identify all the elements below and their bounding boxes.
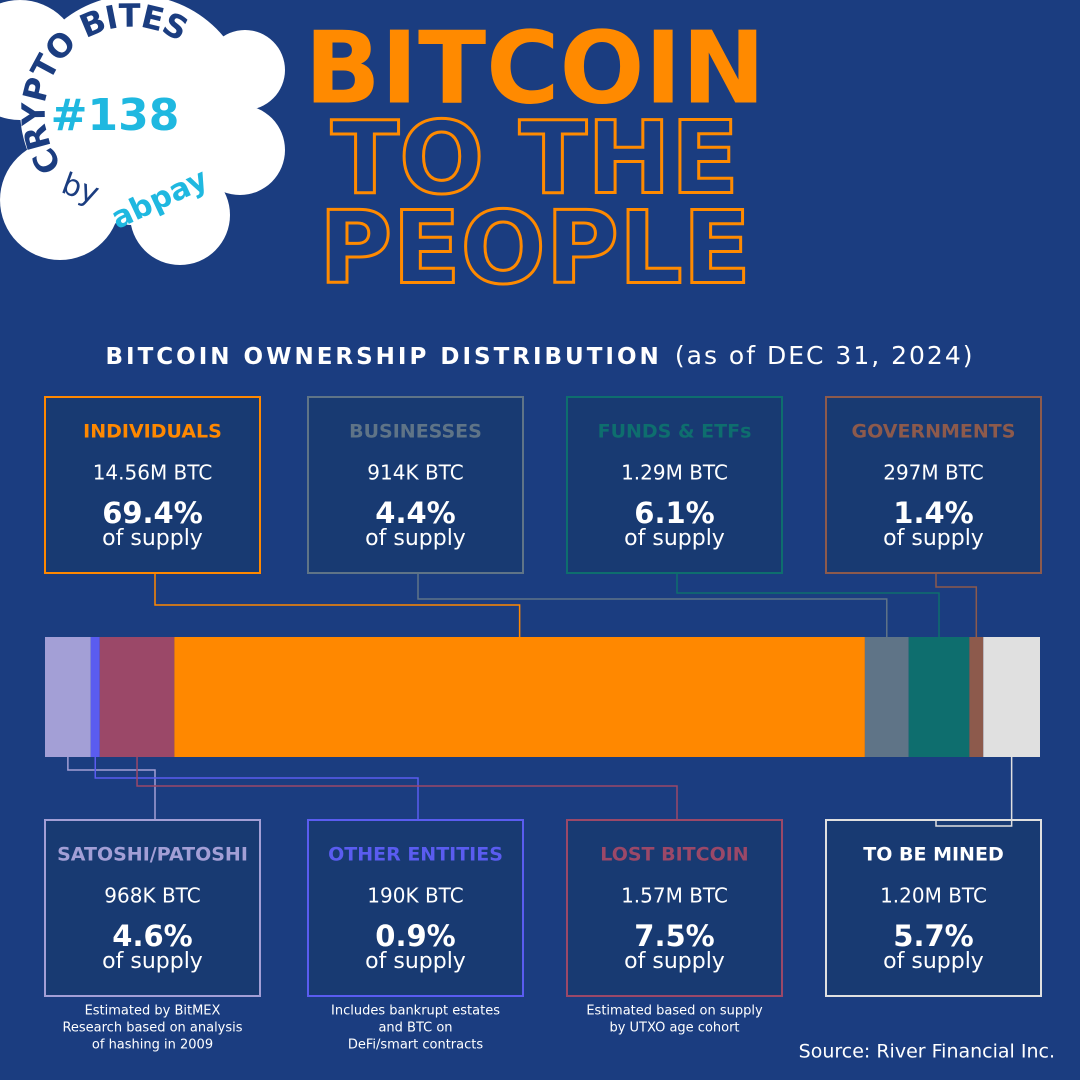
bar-segment [864,637,909,757]
connector [67,757,156,820]
btc-amount: 968K BTC [104,884,200,908]
note: Includes bankrupt estates [331,1004,500,1019]
percent-label: 6.1% [634,496,714,530]
category-box [566,396,783,574]
btc-amount: 914K BTC [367,461,463,485]
category-box [307,396,524,574]
note: and BTC on [378,1021,452,1036]
connector [136,757,678,820]
unit-label: of supply [883,526,984,551]
connector [94,757,419,820]
note: DeFi/smart contracts [348,1038,484,1053]
category-name: TO BE MINED [863,844,1003,866]
category-name: INDIVIDUALS [83,421,222,443]
bar-segment [90,637,100,757]
percent-label: 4.4% [375,496,455,530]
title-line: BITCOIN [305,9,766,126]
btc-amount: 190K BTC [367,884,463,908]
percent-label: 0.9% [375,919,455,953]
unit-label: of supply [365,526,466,551]
connector [935,573,978,637]
badge-number: #138 [51,90,180,141]
title-outline: TO THE [331,99,739,216]
connector [676,573,940,637]
source: Source: River Financial Inc. [799,1041,1055,1063]
connector [417,573,888,637]
chart-subtitle: (as of DEC 31, 2024) [675,341,975,370]
unit-label: of supply [102,949,203,974]
category-box [825,819,1042,997]
category-box [44,819,261,997]
connector [935,757,1013,827]
percent-label: 5.7% [893,919,973,953]
category-box [307,819,524,997]
category-box [566,819,783,997]
connector [154,573,521,637]
percent-label: 1.4% [893,496,973,530]
title-outline: PEOPLE [319,189,751,306]
btc-amount: 1.57M BTC [621,884,728,908]
bar-segment [983,637,1040,757]
note: Research based on analysis [62,1021,242,1036]
percent-label: 7.5% [634,919,714,953]
unit-label: of supply [365,949,466,974]
percent-label: 69.4% [102,496,203,530]
btc-amount: 297M BTC [883,461,984,485]
percent-label: 4.6% [112,919,192,953]
btc-amount: 1.29M BTC [621,461,728,485]
category-name: FUNDS & ETFs [598,421,752,443]
note: of hashing in 2009 [92,1038,213,1053]
chart-title: BITCOIN OWNERSHIP DISTRIBUTION [106,344,662,370]
category-name: OTHER ENTITIES [328,844,503,866]
bar-segment [174,637,865,757]
bar-segment [908,637,970,757]
note: Estimated based on supply [586,1004,763,1019]
bar-segment [45,637,91,757]
note: Estimated by BitMEX [85,1004,221,1019]
category-name: BUSINESSES [349,421,482,443]
category-name: SATOSHI/PATOSHI [57,844,248,866]
note: by UTXO age cohort [609,1021,739,1036]
category-name: LOST BITCOIN [600,844,748,866]
unit-label: of supply [102,526,203,551]
category-box [825,396,1042,574]
btc-amount: 1.20M BTC [880,884,987,908]
unit-label: of supply [624,526,725,551]
unit-label: of supply [883,949,984,974]
unit-label: of supply [624,949,725,974]
bar-segment [969,637,984,757]
bar-segment [99,637,175,757]
category-box [44,396,261,574]
btc-amount: 14.56M BTC [93,461,213,485]
chart-heading: BITCOIN OWNERSHIP DISTRIBUTION (as of DE… [106,341,975,370]
category-name: GOVERNMENTS [852,421,1016,443]
badge: CRYPTO BITES #138 by abpay [0,0,285,265]
